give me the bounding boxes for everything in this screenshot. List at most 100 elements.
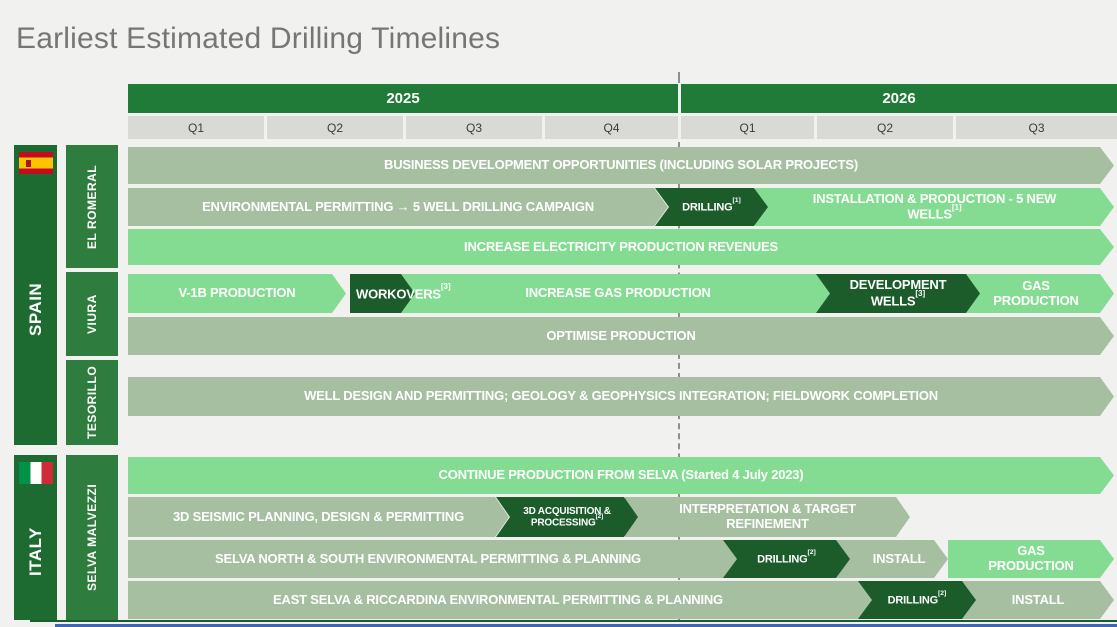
bar-label: INSTALL	[983, 581, 1093, 619]
timeline-bar	[350, 274, 1114, 313]
timeline-row: CONTINUE PRODUCTION FROM SELVA (Started …	[128, 457, 1117, 494]
milestone-chevron: DRILLING[1]	[655, 188, 768, 226]
milestone-chevron	[350, 274, 415, 313]
site-label-viura: VIURA	[66, 272, 118, 356]
timeline-row: DRILLING[2] INSTALL SELVA NORTH & SOUTH EN…	[128, 540, 1117, 578]
timeline-bar: BUSINESS DEVELOPMENT OPPORTUNITIES (INCL…	[128, 147, 1114, 184]
label-text: INSTALL	[1011, 591, 1065, 607]
label-text: GAS PRODUCTION	[993, 277, 1079, 308]
site-name: EL ROMERAL	[85, 145, 99, 268]
label-text: INTERPRETATION & TARGET REFINEMENT	[679, 501, 856, 531]
label-text: 3D SEISMIC PLANNING, DESIGN & PERMITTING	[172, 508, 465, 524]
bar-label: INSTALL	[850, 540, 948, 578]
site-label-el-romeral: EL ROMERAL	[66, 145, 118, 268]
quarter-cell: Q2	[267, 116, 403, 139]
slide-title: Earliest Estimated Drilling Timelines	[16, 22, 501, 55]
milestone-chevron: DEVELOPMENT WELLS[3]	[816, 274, 980, 313]
site-name: TESORILLO	[85, 360, 99, 445]
label-text: DRILLING[2]	[757, 549, 816, 566]
spain-flag	[18, 152, 53, 174]
label-text: OPTIMISE PRODUCTION	[546, 327, 696, 343]
timeline-row: EAST SELVA & RICCARDINA ENVIRONMENTAL PE…	[128, 581, 1117, 619]
quarter-cell: Q3	[956, 116, 1117, 139]
label-text: Q3	[465, 120, 482, 135]
country-label-spain: SPAIN	[14, 145, 57, 445]
label-text: 2026	[882, 90, 916, 107]
label-text: DEVELOPMENT WELLS[3]	[849, 277, 947, 309]
label-text: Q1	[187, 120, 204, 135]
label-text: INSTALL	[872, 550, 926, 566]
label-text: EAST SELVA & RICCARDINA ENVIRONMENTAL PE…	[273, 591, 723, 607]
label-text: V-1B PRODUCTION	[178, 285, 296, 301]
label-text: SELVA NORTH & SOUTH ENVIRONMENTAL PERMIT…	[215, 550, 641, 566]
country-label-italy: ITALY	[14, 455, 57, 620]
milestone-chevron: DRILLING[2]	[858, 581, 976, 619]
label-text: TESORILLO	[85, 365, 99, 440]
quarter-cell: Q1	[128, 116, 264, 139]
timeline-bar: ENVIRONMENTAL PERMITTING → 5 WELL DRILLI…	[128, 188, 668, 226]
quarter-cell: Q2	[817, 116, 953, 139]
site-label-selva-malvezzi: SELVA MALVEZZI	[66, 455, 118, 620]
timeline-bar: WELL DESIGN AND PERMITTING; GEOLOGY & GE…	[128, 377, 1114, 416]
timeline-row: BUSINESS DEVELOPMENT OPPORTUNITIES (INCL…	[128, 147, 1117, 184]
footer-line-green	[30, 620, 1117, 622]
timeline-row: V-1B PRODUCTION WORKOVERS[3] INCREASE GAS …	[128, 274, 1117, 313]
bar-label: INCREASE GAS PRODUCTION	[458, 274, 778, 313]
timeline-area: 2025 2026 Q1 Q2 Q3 Q4 Q1 Q2 Q3 BUSINESS DEVELOPME…	[128, 0, 1117, 627]
label-text: WORKOVERS[3]	[356, 281, 451, 301]
label-text: INCREASE GAS PRODUCTION	[525, 285, 711, 301]
label-text: Q2	[326, 120, 343, 135]
country-name: SPAIN	[26, 174, 46, 445]
label-text: SELVA MALVEZZI	[85, 483, 99, 592]
year-divider-line	[678, 72, 680, 83]
year-header-2026: 2026	[681, 84, 1117, 113]
label-text: WELL DESIGN AND PERMITTING; GEOLOGY & GE…	[304, 388, 938, 404]
timeline-row: WELL DESIGN AND PERMITTING; GEOLOGY & GE…	[128, 377, 1117, 416]
year-header-2025: 2025	[128, 84, 678, 113]
timeline-bar: CONTINUE PRODUCTION FROM SELVA (Started …	[128, 457, 1114, 494]
milestone-chevron: 3D ACQUISITION & PROCESSING[2]	[496, 497, 638, 537]
label-text: 3D ACQUISITION & PROCESSING[2]	[523, 505, 611, 529]
label-text: INSTALLATION & PRODUCTION - 5 NEW WELLS[…	[812, 190, 1057, 222]
label-text: INCREASE ELECTRICITY PRODUCTION REVENUES	[464, 238, 778, 254]
site-label-tesorillo: TESORILLO	[66, 360, 118, 445]
label-text: SPAIN	[25, 282, 45, 337]
label-text: BUSINESS DEVELOPMENT OPPORTUNITIES (INCL…	[384, 157, 858, 173]
site-name: VIURA	[85, 272, 99, 356]
footer-line-blue	[55, 624, 1117, 627]
bar-label: EAST SELVA & RICCARDINA ENVIRONMENTAL PE…	[128, 581, 868, 619]
label-text: 2025	[386, 90, 420, 107]
label-text: GAS PRODUCTION	[988, 543, 1074, 573]
bar-label: GAS PRODUCTION	[986, 274, 1086, 313]
bar-label: WORKOVERS[3]	[356, 274, 528, 313]
milestone-chevron: DRILLING[2]	[723, 540, 850, 578]
timeline-bar: INSTALLATION & PRODUCTION - 5 NEW WELLS[…	[755, 188, 1114, 226]
label-text: DRILLING[1]	[682, 197, 741, 214]
bar-label: SELVA NORTH & SOUTH ENVIRONMENTAL PERMIT…	[128, 540, 728, 578]
label-text: ITALY	[25, 527, 45, 577]
country-name: ITALY	[26, 484, 46, 620]
label-text: Q3	[1028, 120, 1045, 135]
site-name: SELVA MALVEZZI	[85, 455, 99, 620]
label-text: Q1	[739, 120, 756, 135]
timeline-bar: INTERPRETATION & TARGET REFINEMENT	[625, 497, 910, 537]
timeline-bar: V-1B PRODUCTION	[128, 274, 346, 313]
label-text: Q4	[603, 120, 620, 135]
timeline-bar: INCREASE ELECTRICITY PRODUCTION REVENUES	[128, 229, 1114, 265]
label-text: ENVIRONMENTAL PERMITTING → 5 WELL DRILLI…	[202, 198, 594, 214]
quarter-cell: Q3	[406, 116, 542, 139]
label-text: CONTINUE PRODUCTION FROM SELVA (Started …	[438, 467, 804, 483]
quarter-cell: Q4	[545, 116, 678, 139]
label-text: EL ROMERAL	[85, 164, 99, 249]
timeline-bar: OPTIMISE PRODUCTION	[128, 317, 1114, 355]
label-text: Q2	[876, 120, 893, 135]
timeline-row: OPTIMISE PRODUCTION	[128, 317, 1117, 355]
italy-flag	[18, 462, 53, 484]
timeline-row: INTERPRETATION & TARGET REFINEMENT 3D ACQ…	[128, 497, 1117, 537]
timeline-row: INSTALLATION & PRODUCTION - 5 NEW WELLS[…	[128, 188, 1117, 226]
timeline-bar: GAS PRODUCTION	[948, 540, 1114, 578]
label-text: VIURA	[85, 294, 99, 334]
label-text: DRILLING[2]	[887, 590, 947, 607]
quarter-cell: Q1	[681, 116, 814, 139]
